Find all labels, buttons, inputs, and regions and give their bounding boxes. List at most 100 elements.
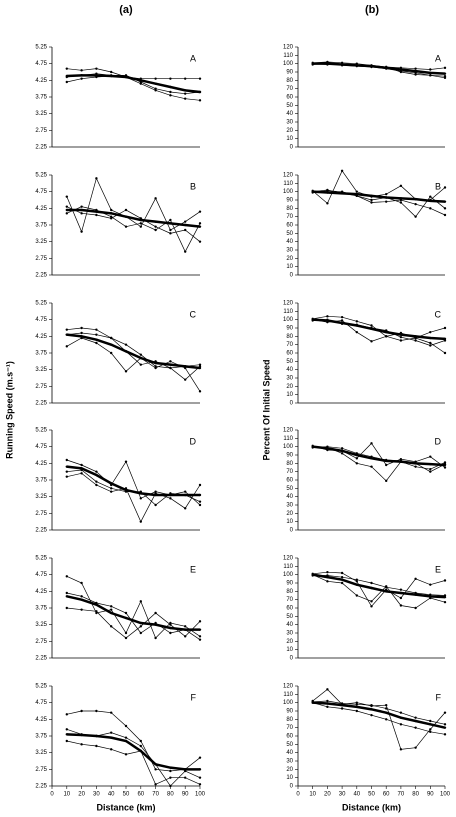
- y-tick-label: 90: [286, 581, 293, 587]
- point: [139, 218, 142, 222]
- y-tick-label: 2.25: [35, 273, 47, 279]
- point: [65, 67, 69, 70]
- y-tick-label: 70: [286, 86, 293, 92]
- point: [154, 87, 157, 90]
- point: [340, 707, 344, 710]
- y-tick-label: 4.25: [35, 717, 47, 723]
- point: [169, 366, 172, 370]
- x-tick-label: 60: [137, 792, 144, 798]
- point: [80, 598, 83, 601]
- y-tick-label: 2.25: [35, 145, 47, 151]
- y-tick-label: 30: [286, 376, 293, 382]
- point: [198, 493, 202, 497]
- point: [80, 472, 83, 475]
- point: [65, 458, 69, 462]
- y-tick-label: 10: [286, 392, 293, 398]
- point: [414, 69, 417, 73]
- y-tick-label: 120: [283, 173, 294, 179]
- point: [355, 703, 358, 706]
- point: [184, 378, 187, 381]
- y-tick-label: 70: [286, 725, 293, 731]
- x-tick-label: 0: [50, 792, 54, 798]
- point: [198, 756, 202, 759]
- point: [443, 337, 447, 341]
- column-title: (a): [119, 4, 133, 16]
- point: [198, 768, 202, 771]
- y-tick-label: 5.25: [35, 556, 47, 562]
- series-line: [312, 688, 446, 750]
- point: [110, 208, 113, 212]
- point: [95, 210, 98, 213]
- point: [414, 591, 417, 595]
- point: [429, 330, 432, 334]
- series-line: [312, 315, 446, 339]
- series-line: [312, 700, 446, 725]
- point: [355, 323, 358, 326]
- x-axis-label: Distance (km): [96, 802, 155, 812]
- y-tick-label: 5.25: [35, 173, 47, 179]
- point: [443, 339, 447, 342]
- point: [95, 473, 98, 477]
- point: [414, 339, 417, 342]
- point: [80, 467, 83, 470]
- point: [326, 448, 329, 452]
- series-line: [312, 573, 446, 599]
- point: [340, 62, 344, 65]
- point: [429, 344, 432, 347]
- point: [370, 708, 373, 711]
- y-tick-label: 3.75: [35, 606, 47, 612]
- point: [429, 207, 432, 210]
- point: [80, 212, 83, 215]
- point: [80, 595, 83, 598]
- point: [385, 585, 388, 589]
- point: [169, 776, 172, 779]
- y-tick-label: 40: [286, 622, 293, 628]
- point: [110, 217, 113, 220]
- point: [198, 222, 202, 225]
- point: [124, 225, 128, 228]
- y-tick-label: 2.25: [35, 528, 47, 534]
- point: [139, 80, 142, 84]
- y-tick-label: 110: [283, 181, 293, 187]
- point: [80, 326, 83, 330]
- point: [399, 596, 403, 600]
- series-line: [66, 332, 201, 381]
- point: [110, 731, 113, 734]
- point: [311, 319, 314, 322]
- point: [443, 72, 447, 75]
- point: [326, 574, 329, 577]
- y-tick-label: 4.75: [35, 572, 47, 578]
- point: [429, 596, 432, 600]
- point: [370, 586, 373, 590]
- point: [139, 600, 142, 603]
- y-tick-label: 50: [286, 742, 293, 748]
- y-tick-label: 50: [286, 359, 293, 365]
- point: [198, 620, 202, 623]
- point: [429, 68, 432, 71]
- point: [399, 197, 403, 200]
- y-tick-label: 90: [286, 453, 293, 459]
- point: [184, 628, 187, 631]
- point: [169, 360, 172, 363]
- point: [169, 218, 172, 222]
- y-tick-label: 3.75: [35, 478, 47, 484]
- point: [169, 493, 172, 497]
- point: [169, 623, 172, 626]
- y-tick-label: 30: [286, 120, 293, 126]
- y-tick-label: 10: [286, 519, 293, 525]
- point: [370, 324, 373, 327]
- point: [110, 483, 113, 487]
- point: [169, 90, 172, 94]
- x-tick-label: 70: [152, 792, 159, 798]
- x-tick-label: 50: [123, 792, 130, 798]
- y-tick-label: 40: [286, 111, 293, 117]
- point: [139, 353, 142, 356]
- y-tick-label: 90: [286, 326, 293, 332]
- point: [385, 67, 388, 70]
- point: [355, 705, 358, 709]
- point: [414, 335, 417, 338]
- y-tick-label: 3.75: [35, 351, 47, 357]
- point: [198, 240, 202, 243]
- series-line: [66, 75, 201, 101]
- series-line: [312, 62, 446, 79]
